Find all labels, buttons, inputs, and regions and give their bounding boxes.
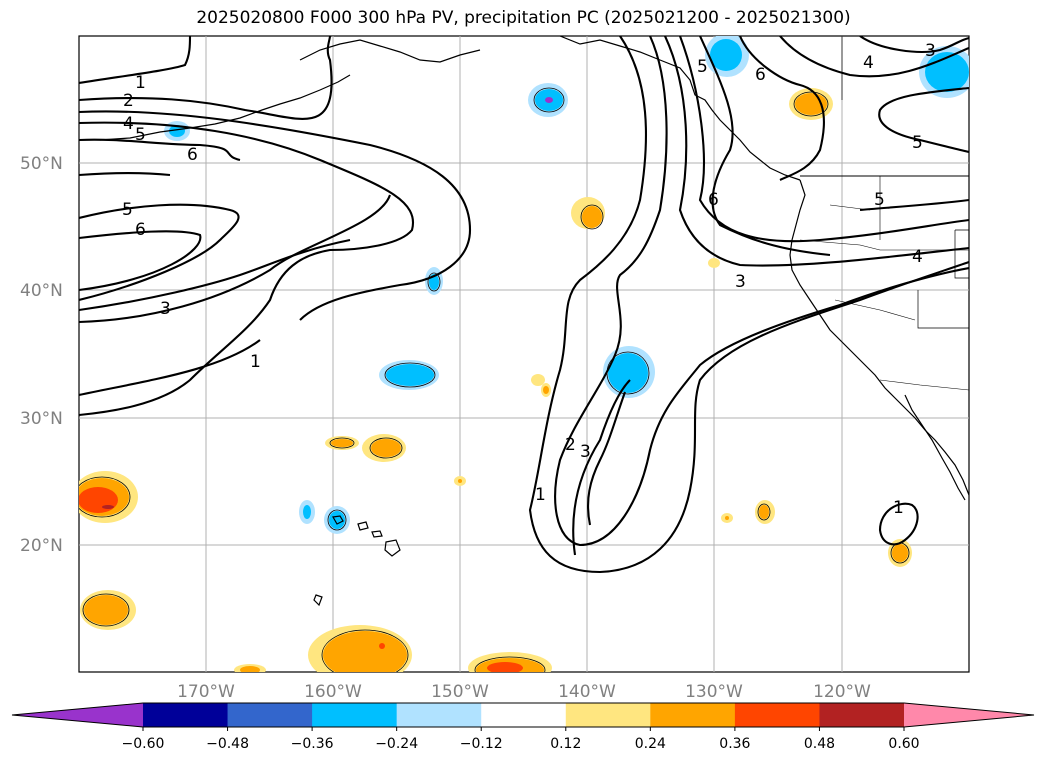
map-title: 2025020800 F000 300 hPa PV, precipitatio… — [196, 8, 851, 28]
lon-label-150w: 150°W — [431, 682, 489, 702]
lat-label-40: 40°N — [20, 281, 63, 301]
contour-label-6: 6 — [187, 145, 198, 165]
colorbar-bin — [565, 703, 651, 727]
colorbar-tick-label: −0.60 — [122, 736, 165, 752]
contour-label-4b: 4 — [863, 53, 874, 73]
colorbar-extend-high — [904, 703, 1034, 727]
colorbar-bin — [819, 703, 905, 727]
lon-label-170w: 170°W — [177, 682, 235, 702]
colorbar-tick-label: −0.36 — [291, 736, 334, 752]
lat-label-30: 30°N — [20, 409, 63, 429]
colorbar-bin — [650, 703, 736, 727]
colorbar-bin — [481, 703, 567, 727]
lat-label-20: 20°N — [20, 536, 63, 556]
lon-label-160w: 160°W — [304, 682, 362, 702]
contour-labels: 1 2 4 5 6 5 6 3 1 1 2 3 3 6 5 6 3 4 5 5 … — [122, 41, 936, 518]
contour-label-6c: 6 — [708, 190, 719, 210]
contour-label-2b: 2 — [565, 435, 576, 455]
longitude-labels: 170°W 160°W 150°W 140°W 130°W 120°W — [177, 682, 871, 702]
shading-outlines — [79, 87, 910, 672]
lon-label-140w: 140°W — [558, 682, 616, 702]
colorbar-bin — [143, 703, 229, 727]
colorbar-bin — [227, 703, 313, 727]
contour-label-5: 5 — [135, 125, 146, 145]
lat-label-50: 50°N — [20, 154, 63, 174]
contour-label-1: 1 — [135, 73, 146, 93]
colorbar-extend-low — [12, 703, 143, 727]
contour-label-3b: 3 — [580, 442, 591, 462]
colorbar: −0.60 −0.48 −0.36 −0.24 −0.12 0.12 0.24 0.36 0.4… — [11, 702, 1035, 752]
contour-label-3: 3 — [160, 299, 171, 319]
colorbar-tick-label: 0.24 — [635, 736, 666, 752]
contour-label-3d: 3 — [925, 41, 936, 61]
colorbar-tick-label: 0.12 — [550, 736, 581, 752]
colorbar-tick-label: −0.12 — [460, 736, 503, 752]
graticule — [79, 36, 969, 672]
latitude-labels: 50°N 40°N 30°N 20°N — [20, 154, 63, 556]
lon-label-120w: 120°W — [813, 682, 871, 702]
contour-label-6d: 6 — [755, 65, 766, 85]
contour-label-1b: 1 — [250, 352, 261, 372]
contour-label-4c: 4 — [912, 247, 923, 267]
contour-label-5b: 5 — [122, 200, 133, 220]
contour-label-5d: 5 — [912, 133, 923, 153]
contour-label-3c: 3 — [735, 272, 746, 292]
colorbar-bin — [312, 703, 398, 727]
contour-label-6b: 6 — [135, 220, 146, 240]
contour-label-5e: 5 — [874, 190, 885, 210]
contour-label-2: 2 — [123, 91, 134, 111]
lon-label-130w: 130°W — [685, 682, 743, 702]
colorbar-tick-label: −0.24 — [375, 736, 418, 752]
contour-label-5c: 5 — [697, 57, 708, 77]
colorbar-tick-label: 0.48 — [804, 736, 835, 752]
contour-label-1d: 1 — [893, 498, 904, 518]
colorbar-tick-label: −0.48 — [206, 736, 249, 752]
colorbar-tick-label: 0.36 — [719, 736, 750, 752]
contour-label-4: 4 — [123, 114, 134, 134]
colorbar-bin — [734, 703, 820, 727]
pv-contours — [79, 36, 969, 574]
colorbar-tick-label: 0.60 — [888, 736, 919, 752]
colorbar-bin — [396, 703, 482, 727]
map-frame — [78, 35, 970, 673]
contour-label-1c: 1 — [535, 485, 546, 505]
